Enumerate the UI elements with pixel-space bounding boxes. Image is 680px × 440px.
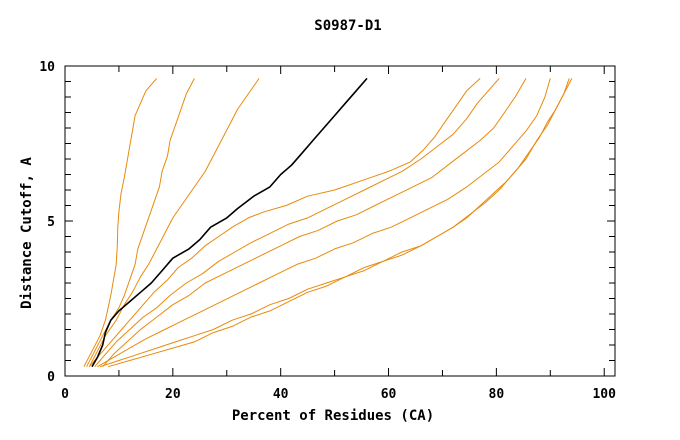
series-line — [99, 78, 570, 368]
y-axis-label: Distance Cutoff, A — [19, 157, 35, 309]
x-tick-label: 40 — [273, 387, 289, 402]
series-line — [94, 78, 500, 368]
chart-title: S0987-D1 — [314, 18, 381, 34]
series-line — [86, 78, 195, 367]
series-line — [97, 78, 551, 368]
axis-ticks: 0 20 40 60 80 100 0 5 10 — [39, 60, 616, 402]
x-tick-label: 80 — [489, 387, 505, 402]
series-line — [88, 78, 260, 367]
x-tick-label: 60 — [381, 387, 397, 402]
x-tick-label: 0 — [61, 387, 69, 402]
y-tick-label: 10 — [39, 60, 55, 75]
series-line-highlight — [91, 77, 368, 368]
series-line — [88, 78, 481, 368]
x-tick-label: 20 — [165, 387, 181, 402]
series-line — [107, 78, 573, 368]
y-tick-label: 5 — [47, 215, 55, 230]
x-tick-label: 100 — [592, 387, 616, 402]
x-axis-label: Percent of Residues (CA) — [232, 408, 434, 424]
series-line — [83, 78, 158, 367]
series-line — [102, 78, 527, 368]
series-lines — [83, 77, 573, 368]
y-tick-label: 0 — [47, 370, 55, 385]
